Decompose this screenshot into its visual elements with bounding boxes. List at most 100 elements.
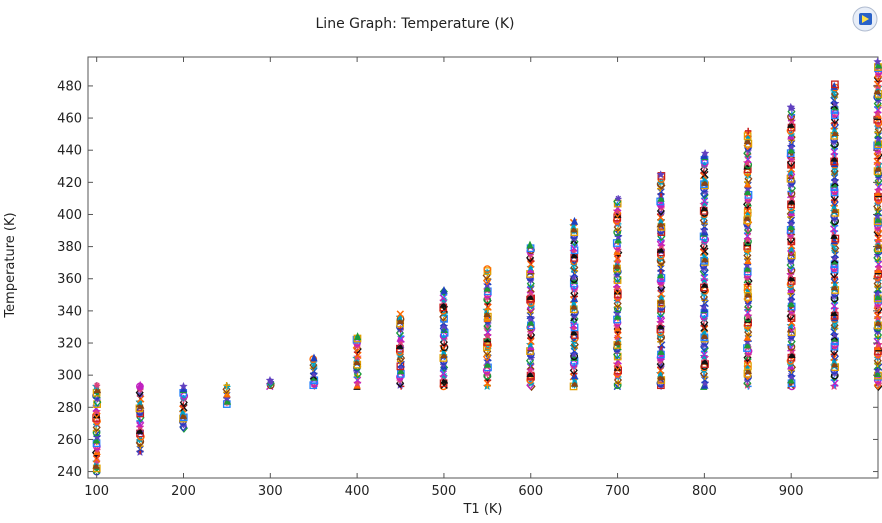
data-point — [873, 337, 881, 346]
data-point — [831, 80, 839, 89]
data-point — [615, 195, 622, 202]
data-point — [614, 257, 621, 265]
data-point — [787, 160, 795, 169]
data-point — [92, 408, 101, 419]
axes — [87, 56, 879, 479]
x-tick-label: 100 — [84, 484, 109, 499]
data-point — [657, 188, 665, 196]
data-point — [526, 240, 534, 249]
y-tick-label: 320 — [57, 337, 82, 352]
data-point — [527, 260, 535, 269]
data-point — [527, 363, 535, 371]
data-point — [223, 382, 230, 389]
data-point — [787, 237, 796, 246]
data-point — [93, 457, 101, 465]
data-point — [873, 157, 881, 166]
data-point — [353, 376, 362, 384]
data-point — [874, 60, 882, 69]
data-point — [527, 353, 534, 360]
y-tick-label: 440 — [57, 144, 82, 159]
data-point — [396, 310, 405, 318]
data-point — [699, 351, 709, 361]
data-point — [874, 106, 882, 114]
x-tick-label: 400 — [345, 484, 370, 499]
data-point — [831, 92, 838, 100]
data-point — [787, 318, 796, 327]
data-point — [700, 198, 710, 207]
data-point — [526, 313, 535, 322]
data-point — [310, 363, 318, 371]
data-point — [787, 372, 795, 379]
data-point — [656, 236, 665, 247]
data-point — [875, 198, 882, 206]
data-point — [180, 394, 187, 402]
data-point — [787, 189, 796, 198]
data-point — [701, 238, 708, 245]
data-point — [657, 341, 666, 349]
y-tick-label: 420 — [57, 176, 82, 191]
data-point — [787, 216, 796, 224]
data-point — [787, 342, 796, 351]
y-tick-label: 480 — [57, 79, 82, 94]
data-point — [527, 275, 535, 283]
data-point — [831, 379, 839, 387]
data-point — [787, 112, 795, 121]
data-point — [441, 372, 448, 379]
data-markers — [91, 57, 882, 476]
y-axis-label: Temperature (K) — [3, 212, 18, 318]
data-point — [788, 219, 795, 226]
data-point — [786, 102, 796, 111]
data-point — [136, 391, 144, 398]
data-point — [701, 161, 708, 169]
app-logo-icon[interactable] — [852, 6, 878, 32]
data-point — [570, 216, 579, 225]
y-tick-label: 380 — [57, 240, 82, 255]
data-point — [657, 313, 666, 323]
data-point — [830, 148, 838, 156]
data-point — [831, 243, 840, 253]
y-tick-label: 240 — [57, 465, 82, 480]
y-tick-label: 340 — [57, 304, 82, 319]
x-axis-label: T1 (K) — [462, 502, 502, 517]
data-point — [743, 370, 752, 381]
data-point — [873, 158, 882, 168]
data-point — [873, 311, 882, 320]
data-point — [569, 321, 578, 330]
data-point — [875, 353, 882, 360]
x-axis-ticks: 100 200 300 400 500 600 700 800 900 — [84, 57, 804, 499]
data-point — [787, 295, 795, 303]
data-point — [787, 119, 795, 128]
data-point — [786, 311, 795, 321]
x-tick-label: 500 — [432, 484, 457, 499]
y-tick-label: 260 — [57, 433, 82, 448]
data-point — [830, 302, 838, 310]
data-point — [788, 142, 795, 149]
data-point — [831, 205, 839, 214]
data-point — [354, 351, 362, 360]
y-tick-label: 460 — [57, 112, 82, 127]
data-point — [873, 86, 881, 95]
data-point — [873, 80, 882, 89]
data-point — [700, 148, 710, 158]
x-tick-label: 800 — [692, 484, 717, 499]
data-point — [744, 127, 752, 135]
data-point — [831, 169, 839, 177]
data-point — [873, 57, 882, 66]
data-point — [440, 285, 448, 294]
data-point — [526, 311, 534, 320]
data-point — [874, 124, 882, 135]
data-point — [352, 343, 361, 353]
data-point — [136, 380, 144, 389]
plot-frame — [87, 56, 879, 479]
data-point — [440, 375, 449, 384]
data-point — [874, 183, 882, 191]
data-point — [875, 121, 882, 129]
data-point — [701, 314, 708, 322]
data-point — [830, 120, 839, 130]
x-tick-label: 300 — [258, 484, 283, 499]
data-point — [397, 360, 405, 369]
data-point — [656, 170, 666, 179]
data-point — [874, 234, 882, 243]
data-point — [831, 324, 838, 331]
